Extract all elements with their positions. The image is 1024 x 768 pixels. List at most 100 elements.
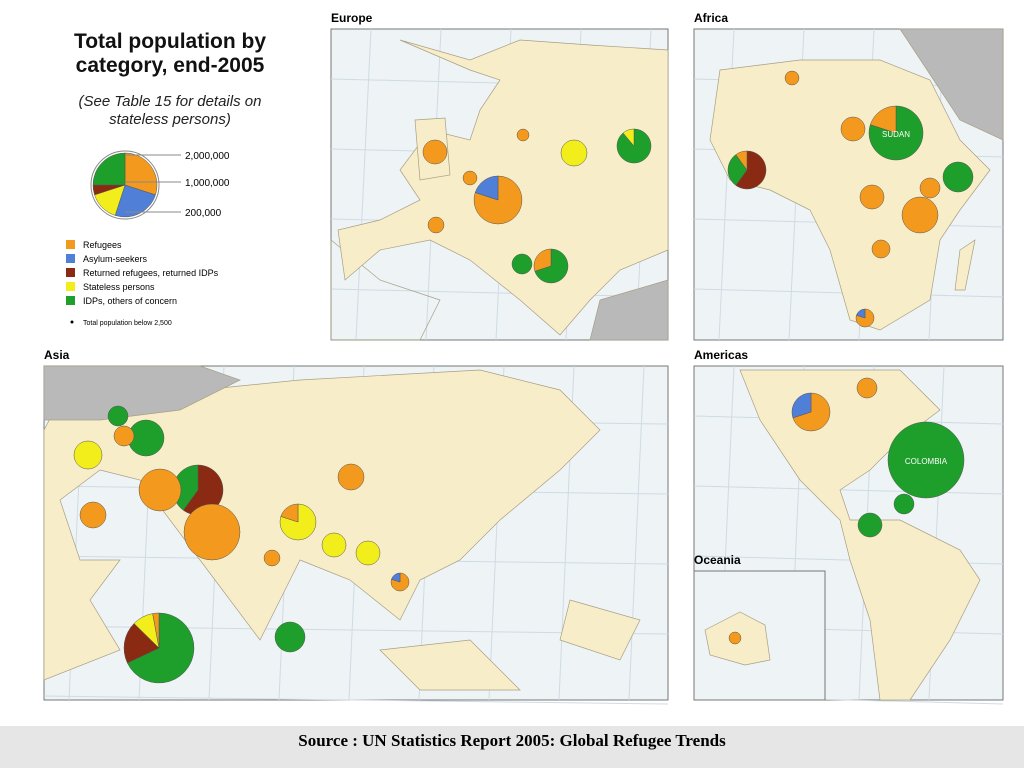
graticule <box>628 365 645 701</box>
land <box>43 365 241 421</box>
pie-slice <box>728 631 742 645</box>
title: Total population by category, end-2005 <box>73 30 267 77</box>
pie-slice <box>887 421 965 499</box>
pie <box>616 128 652 164</box>
pie-slice <box>622 128 635 147</box>
panel-label: Americas <box>694 348 748 362</box>
pie-slice <box>727 154 748 186</box>
graticule <box>330 288 669 298</box>
pie-slice <box>901 196 939 234</box>
pie-slice <box>422 139 448 165</box>
pie <box>92 152 158 218</box>
pie <box>274 621 306 653</box>
pie <box>321 532 347 558</box>
pie-slice <box>735 150 748 171</box>
legend-label: Stateless persons <box>83 282 155 292</box>
graticule <box>43 695 669 705</box>
pie-slice <box>511 253 533 275</box>
pie <box>728 631 742 645</box>
pie-slice <box>856 308 866 319</box>
graticule <box>355 28 372 341</box>
pie <box>263 549 281 567</box>
land <box>379 639 521 691</box>
pie <box>511 253 533 275</box>
panel-label: Europe <box>331 11 373 25</box>
pie-slice <box>840 116 866 142</box>
graticule <box>693 485 1004 495</box>
map-label: SUDAN <box>882 130 910 139</box>
pie-slice <box>474 175 499 201</box>
pie <box>871 239 891 259</box>
pie-slice <box>784 70 800 86</box>
pie-slice <box>355 540 381 566</box>
pie-slice <box>533 248 552 272</box>
map: Europe Africa Asia Americas Oceania 2,000,000… <box>43 11 1004 705</box>
pie-slice <box>735 150 767 190</box>
legend-label: Total population below 2,500 <box>83 320 172 327</box>
scale-circle <box>90 150 160 220</box>
pie <box>859 184 885 210</box>
land <box>899 28 1004 141</box>
pie-slice <box>92 152 126 186</box>
subtitle: (See Table 15 for details on stateless p… <box>78 93 262 128</box>
land <box>954 239 976 291</box>
panel-label: Asia <box>44 348 70 362</box>
pie-slice <box>263 549 281 567</box>
pie <box>113 425 135 447</box>
pie <box>427 216 445 234</box>
pie-slice <box>391 572 401 583</box>
pie-slice <box>534 248 569 284</box>
pie <box>887 421 965 499</box>
pie-slice <box>337 463 365 491</box>
pie-slice <box>183 503 241 561</box>
pie-slice <box>124 152 158 196</box>
pie <box>107 405 129 427</box>
map-label: COLOMBIA <box>905 457 948 466</box>
panel-label: Africa <box>694 11 728 25</box>
pie <box>279 503 317 541</box>
pie-slice <box>113 425 135 447</box>
scale-label: 200,000 <box>185 208 222 219</box>
pie <box>784 70 800 86</box>
pie-slice <box>870 105 897 134</box>
pie <box>462 170 478 186</box>
pie <box>856 377 878 399</box>
pie-slice <box>942 161 974 193</box>
pie <box>942 161 974 193</box>
pie-slice <box>791 392 812 419</box>
pie <box>79 501 107 529</box>
pie-slice <box>274 621 306 653</box>
pie-slice <box>114 184 156 218</box>
pie-slice <box>321 532 347 558</box>
pie-slice <box>473 175 523 225</box>
land <box>589 279 669 341</box>
pie <box>533 248 569 284</box>
pie-slice <box>856 377 878 399</box>
pie <box>355 540 381 566</box>
pie-slice <box>138 468 182 512</box>
pie-slice <box>871 239 891 259</box>
pie-slice <box>857 512 883 538</box>
pie-slice <box>123 623 160 664</box>
legend-swatch <box>66 240 75 249</box>
legend-label: Asylum-seekers <box>83 254 148 264</box>
pie <box>893 493 915 515</box>
pie <box>123 612 195 684</box>
pie-slice <box>462 170 478 186</box>
pie <box>901 196 939 234</box>
pie <box>422 139 448 165</box>
legend-swatch <box>66 296 75 305</box>
pie <box>516 128 530 142</box>
pie <box>855 308 875 328</box>
sea <box>330 239 441 341</box>
legend-label: Returned refugees, returned IDPs <box>83 268 219 278</box>
pie <box>919 177 941 199</box>
pie <box>390 572 410 592</box>
legend-label: IDPs, others of concern <box>83 296 177 306</box>
scale-label: 2,000,000 <box>185 151 230 162</box>
pie <box>868 105 924 161</box>
legend-swatch <box>66 282 75 291</box>
pie-slice <box>152 612 160 649</box>
land <box>559 599 641 661</box>
